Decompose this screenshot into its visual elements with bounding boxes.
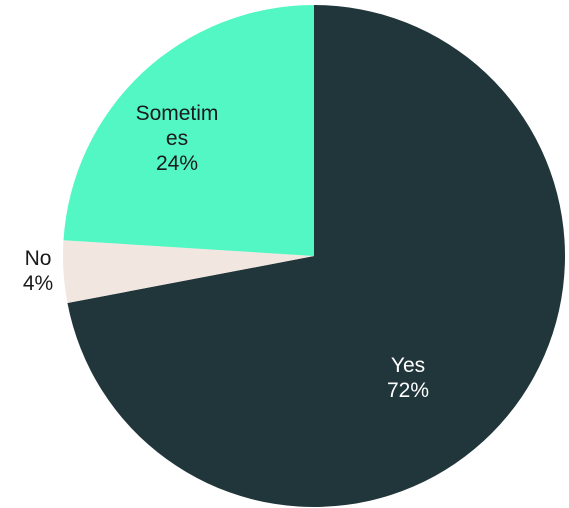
slice-label-yes: Yes 72% bbox=[387, 354, 429, 402]
slice-label-line: 72% bbox=[387, 379, 429, 402]
pie-slice-sometim bbox=[63, 5, 314, 256]
slice-label-line: es bbox=[166, 127, 188, 150]
slice-label-line: 24% bbox=[156, 152, 198, 175]
slice-label-sometim: Sometim es 24% bbox=[136, 102, 219, 175]
slice-label-no: No 4% bbox=[23, 247, 53, 295]
slice-label-line: 4% bbox=[23, 272, 53, 295]
pie-slice-no bbox=[63, 240, 315, 304]
slice-label-line: No bbox=[25, 247, 52, 270]
pie-slice-yes bbox=[67, 5, 566, 507]
slice-label-line: Sometim bbox=[136, 102, 219, 125]
slice-label-line: Yes bbox=[391, 354, 425, 377]
